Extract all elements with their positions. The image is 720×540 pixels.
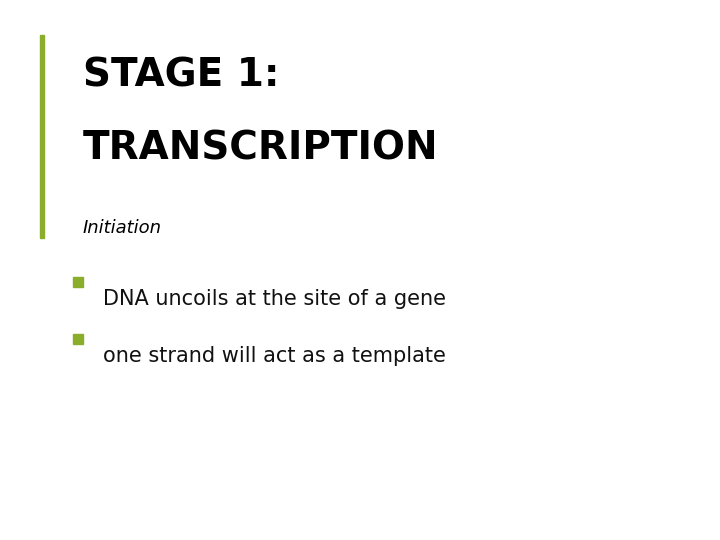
Text: one strand will act as a template: one strand will act as a template [103,346,446,366]
Text: DNA uncoils at the site of a gene: DNA uncoils at the site of a gene [103,289,446,309]
Text: Initiation: Initiation [83,219,162,237]
Text: STAGE 1:: STAGE 1: [83,57,279,94]
Bar [40,35,44,238]
Text: TRANSCRIPTION: TRANSCRIPTION [83,130,438,167]
